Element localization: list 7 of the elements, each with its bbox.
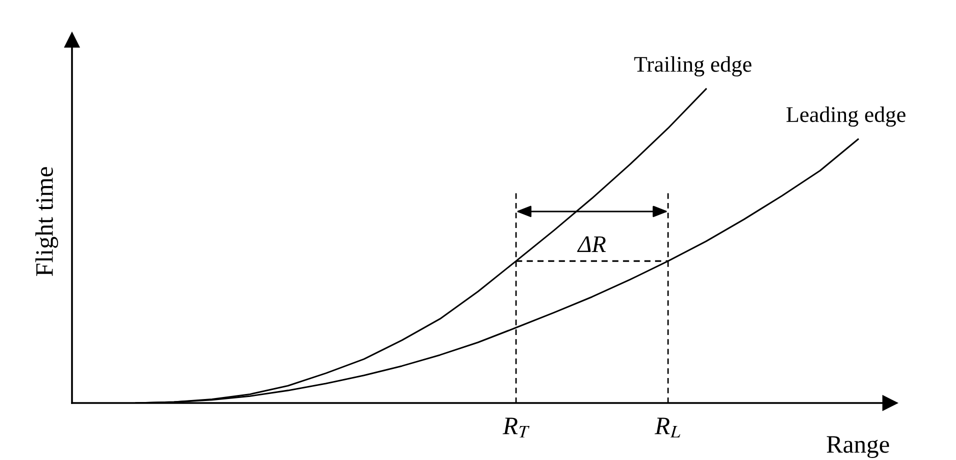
x-tick-label: R$_{T}$ [502,418,530,438]
annotation: ΔR [577,236,606,252]
x-tick-label: R$_{L}$ [654,418,680,438]
series-label: Trailing edge [634,56,752,76]
y-axis-title: Flight time [35,167,58,276]
series-label: Leading edge [786,106,906,127]
x-axis-title: Range [826,436,890,458]
